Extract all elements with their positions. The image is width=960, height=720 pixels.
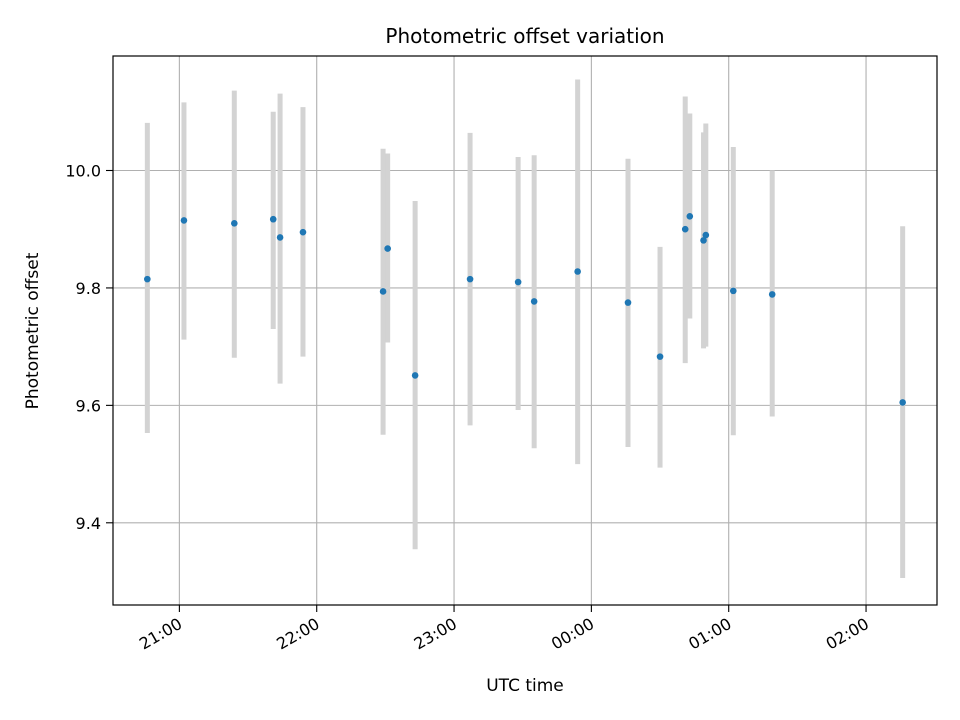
y-tick-label: 9.6 [76, 396, 101, 415]
y-tick-label: 9.4 [76, 514, 101, 533]
data-point [729, 287, 737, 295]
data-point [379, 288, 387, 295]
data-point [231, 220, 238, 227]
data-point [700, 237, 707, 244]
data-point [466, 275, 474, 283]
data-point [686, 212, 694, 220]
y-axis-label: Photometric offset [23, 252, 43, 409]
data-point [411, 372, 419, 379]
y-axis: 9.4 9.6 9.8 10.0 [65, 161, 113, 533]
data-point [180, 217, 188, 224]
plot-frame [112, 55, 938, 606]
data-point [276, 234, 284, 241]
grid-lines [113, 56, 937, 605]
data-point [269, 215, 277, 223]
data-point [299, 228, 307, 236]
data-point [624, 299, 632, 306]
data-point [768, 291, 776, 298]
data-point [899, 399, 906, 406]
data-point [702, 231, 710, 239]
data-point [514, 278, 522, 286]
chart-title: Photometric offset variation [385, 24, 664, 48]
y-tick-label: 10.0 [65, 161, 101, 180]
data-points [144, 212, 906, 406]
data-point [574, 268, 581, 275]
y-tick-label: 9.8 [76, 279, 101, 298]
data-point [681, 225, 689, 233]
data-point [144, 275, 151, 283]
data-point [530, 298, 538, 305]
x-axis-label: UTC time [486, 676, 564, 696]
data-point [656, 353, 664, 360]
data-point [384, 245, 391, 252]
